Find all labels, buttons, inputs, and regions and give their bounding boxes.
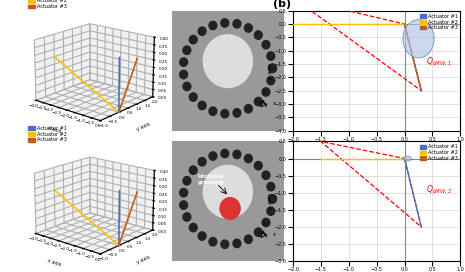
Circle shape [189, 166, 197, 174]
Circle shape [254, 228, 262, 236]
Y-axis label: y axis: y axis [268, 193, 273, 209]
Legend: Actuator #1, Actuator #2, Actuator #3: Actuator #1, Actuator #2, Actuator #3 [27, 125, 67, 143]
Circle shape [183, 82, 191, 91]
Text: y: y [258, 100, 261, 105]
Circle shape [189, 35, 197, 44]
Circle shape [254, 31, 262, 39]
Circle shape [209, 237, 217, 246]
Circle shape [269, 64, 276, 73]
Circle shape [245, 154, 252, 163]
Circle shape [179, 70, 187, 79]
Circle shape [203, 165, 252, 218]
Circle shape [198, 27, 206, 35]
Legend: Actuator #1, Actuator #2, Actuator #3: Actuator #1, Actuator #2, Actuator #3 [419, 13, 458, 31]
Legend: Actuator #1, Actuator #2, Actuator #3: Actuator #1, Actuator #2, Actuator #3 [419, 144, 458, 161]
Circle shape [267, 76, 275, 85]
Circle shape [209, 107, 217, 115]
Text: z: z [262, 221, 265, 226]
Circle shape [254, 97, 262, 106]
Circle shape [221, 19, 229, 27]
Circle shape [267, 207, 275, 215]
Text: x: x [272, 101, 275, 106]
Circle shape [198, 232, 206, 240]
Text: $Q_{LMW,1}$: $Q_{LMW,1}$ [426, 55, 452, 68]
Circle shape [209, 21, 217, 30]
Text: z: z [262, 91, 265, 96]
Circle shape [245, 24, 252, 32]
Circle shape [262, 88, 270, 96]
Circle shape [267, 183, 275, 191]
Y-axis label: y axis: y axis [268, 63, 273, 79]
Circle shape [269, 195, 276, 203]
Circle shape [183, 213, 191, 221]
Circle shape [198, 101, 206, 110]
Text: (b): (b) [273, 0, 291, 9]
Circle shape [209, 152, 217, 160]
Text: Unstable
grasping: Unstable grasping [198, 174, 224, 185]
Circle shape [203, 35, 252, 88]
Circle shape [179, 58, 187, 66]
Circle shape [233, 239, 241, 248]
Circle shape [221, 240, 229, 248]
Ellipse shape [404, 156, 411, 161]
Circle shape [179, 201, 187, 209]
Circle shape [183, 46, 191, 54]
Legend: Actuator #1, Actuator #2, Actuator #3: Actuator #1, Actuator #2, Actuator #3 [27, 0, 67, 10]
Circle shape [233, 109, 241, 117]
Circle shape [262, 218, 270, 227]
Y-axis label: y axis: y axis [135, 254, 151, 265]
X-axis label: x axis: x axis [46, 258, 61, 267]
Circle shape [267, 52, 275, 60]
Circle shape [183, 177, 191, 185]
Y-axis label: y axis: y axis [135, 121, 151, 132]
Ellipse shape [403, 20, 434, 58]
Circle shape [221, 110, 229, 118]
Text: $Q_{LMW,2}$: $Q_{LMW,2}$ [426, 184, 452, 196]
Text: y: y [258, 231, 261, 236]
Circle shape [269, 64, 276, 73]
X-axis label: x axis: x axis [369, 143, 385, 148]
Circle shape [262, 171, 270, 180]
Circle shape [179, 188, 187, 197]
Circle shape [233, 150, 241, 159]
Circle shape [198, 157, 206, 166]
Circle shape [245, 235, 252, 243]
Circle shape [189, 223, 197, 232]
Circle shape [262, 41, 270, 49]
X-axis label: x axis: x axis [46, 125, 61, 134]
Text: x: x [272, 232, 275, 237]
Circle shape [233, 20, 241, 28]
Circle shape [245, 104, 252, 113]
Circle shape [254, 162, 262, 170]
Circle shape [269, 195, 276, 203]
Circle shape [221, 149, 229, 158]
Circle shape [189, 93, 197, 101]
Circle shape [220, 198, 240, 219]
